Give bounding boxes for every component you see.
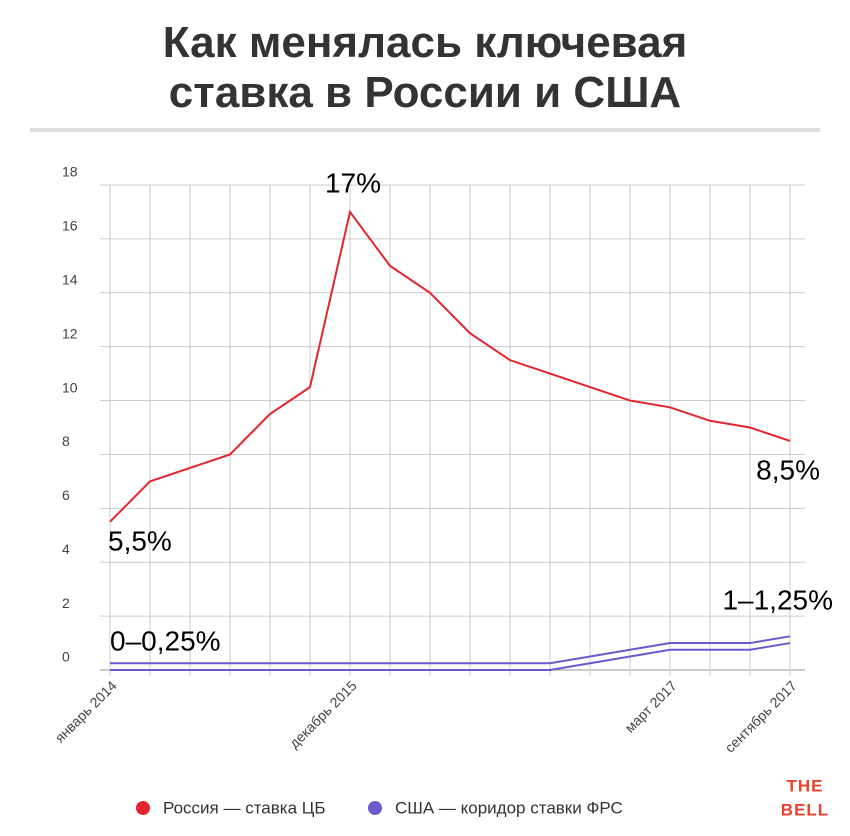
- x-tick-label: март 2017: [622, 677, 680, 735]
- annotation: 1–1,25%: [722, 584, 833, 615]
- legend-label: США — коридор ставки ФРС: [395, 798, 623, 817]
- chart-title: Как менялась ключевая ставка в России и …: [0, 18, 850, 118]
- y-tick-label: 2: [62, 595, 70, 611]
- x-tick-label: январь 2014: [52, 677, 120, 745]
- logo: BELL: [781, 800, 829, 819]
- y-tick-label: 12: [62, 325, 78, 341]
- annotation: 17%: [325, 167, 381, 198]
- line: [110, 635, 791, 665]
- legend-marker: [136, 801, 150, 815]
- legend-label: Россия — ставка ЦБ: [163, 798, 326, 817]
- y-tick-label: 16: [62, 218, 78, 234]
- line: [109, 209, 791, 523]
- y-tick-label: 14: [62, 271, 78, 287]
- annotation: 5,5%: [108, 525, 172, 556]
- x-tick-label: сентябрь 2017: [721, 677, 799, 755]
- y-tick-label: 18: [62, 164, 78, 180]
- x-tick-label: декабрь 2015: [286, 677, 360, 751]
- y-tick-label: 6: [62, 487, 70, 503]
- legend-marker: [368, 801, 382, 815]
- logo: THE: [787, 776, 824, 795]
- annotation: 0–0,25%: [110, 625, 221, 656]
- y-tick-label: 8: [62, 433, 70, 449]
- annotation: 8,5%: [756, 454, 820, 485]
- line-lower: [110, 642, 791, 671]
- y-tick-label: 0: [62, 649, 70, 665]
- y-tick-label: 4: [62, 541, 70, 557]
- y-tick-label: 10: [62, 379, 78, 395]
- chart-title-text: Как менялась ключевая ставка в России и …: [162, 18, 688, 117]
